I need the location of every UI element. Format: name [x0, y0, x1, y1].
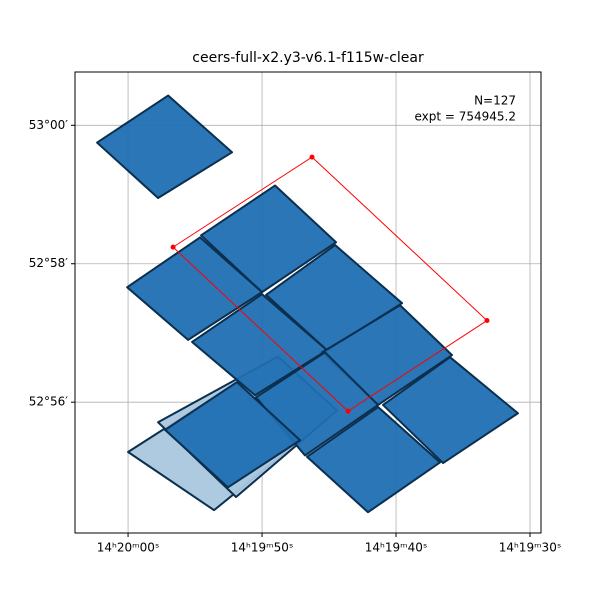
- vertex: [170, 244, 176, 250]
- vertex: [309, 154, 315, 160]
- footprint: [382, 356, 519, 465]
- plot-area: [75, 72, 541, 533]
- footprint: [306, 406, 441, 514]
- x-tick-label: 14ʰ20ᵐ00ˢ: [97, 541, 160, 555]
- annotation: expt = 754945.2: [414, 110, 516, 124]
- y-tick-label: 52°58′: [29, 256, 69, 270]
- chart-title: ceers-full-x2.y3-v6.1-f115w-clear: [192, 50, 424, 66]
- vertex: [345, 408, 351, 414]
- x-tick-label: 14ʰ19ᵐ50ˢ: [231, 541, 294, 555]
- y-tick-label: 52°56′: [29, 395, 69, 409]
- vertex: [484, 317, 490, 323]
- annotation: N=127: [474, 94, 516, 108]
- x-tick-label: 14ʰ19ᵐ30ˢ: [499, 541, 562, 555]
- footprint: [96, 94, 234, 199]
- y-tick-label: 53°00′: [29, 118, 69, 132]
- x-tick-label: 14ʰ19ᵐ40ˢ: [365, 541, 428, 555]
- footprint: [164, 381, 302, 489]
- footprint: [126, 236, 264, 341]
- axes-frame: [74, 71, 542, 534]
